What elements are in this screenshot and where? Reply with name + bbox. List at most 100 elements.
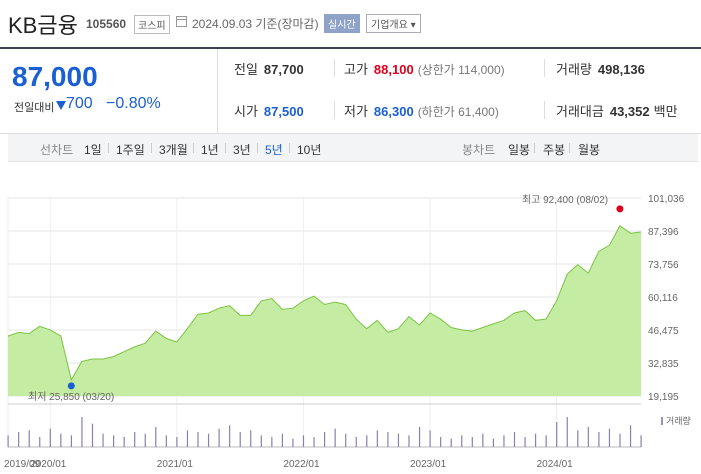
stat-value: 87,700 <box>263 62 304 77</box>
date-text: 2024.09.03 기준(장마감) <box>192 17 319 31</box>
stats-panel: 전일 87,700 고가 88,100 (상한가 114,000) 거래량 498,13… <box>218 49 701 134</box>
period-1w[interactable]: 1주일 <box>116 143 145 157</box>
divider <box>334 59 335 77</box>
volume-bar <box>81 417 83 447</box>
volume-bar <box>165 435 167 447</box>
stock-header: KB금융 105560 코스피 2024.09.03 기준(장마감) 실시간 기… <box>0 0 701 49</box>
volume-legend-icon <box>661 417 663 425</box>
divider <box>544 101 545 119</box>
y-tick-label: 87,396 <box>648 227 679 238</box>
stat-prev-close: 전일 87,700 <box>234 59 304 78</box>
volume-bar <box>113 435 115 447</box>
volume-bar <box>197 432 199 447</box>
y-tick-label: 101,036 <box>648 194 685 205</box>
stat-unit: 백만 <box>653 104 678 119</box>
candle-monthly[interactable]: 월봉 <box>578 143 601 157</box>
volume-bar <box>70 435 72 447</box>
volume-bar <box>535 433 537 447</box>
volume-bar <box>492 438 494 447</box>
x-tick-label: 2020/01 <box>30 459 67 470</box>
divider <box>193 143 194 153</box>
low-marker <box>67 382 75 390</box>
volume-bar <box>186 430 189 447</box>
volume-bar <box>176 437 178 447</box>
low-annotation: 최저 25,850 (03/20) <box>28 391 114 403</box>
volume-bar <box>640 435 642 447</box>
volume-bar <box>39 437 41 447</box>
period-3y[interactable]: 3년 <box>233 143 251 157</box>
period-bar: 선차트 1일 1주일 3개월 1년 3년 5년 10년 봉차트 일봉 주봉 월봉 <box>8 134 698 162</box>
period-10y[interactable]: 10년 <box>297 143 322 157</box>
high-annotation: 최고 92,400 (08/02) <box>522 194 608 206</box>
volume-bar <box>345 433 347 447</box>
stat-sub: (상한가 114,000) <box>417 63 505 77</box>
volume-bar <box>471 437 473 447</box>
period-1d[interactable]: 1일 <box>84 143 102 157</box>
divider <box>334 101 335 119</box>
volume-bar <box>250 430 252 447</box>
price-chart[interactable]: 101,036 87,396 73,756 60,116 46,475 32,835 19,… <box>0 162 701 474</box>
high-marker <box>616 205 624 213</box>
volume-bar <box>545 435 547 447</box>
volume-bar <box>418 427 421 447</box>
period-1y[interactable]: 1년 <box>201 143 219 157</box>
x-tick-label: 2022/01 <box>283 459 320 470</box>
company-overview-button[interactable]: 기업개요 ▾ <box>366 14 421 33</box>
calendar-icon <box>176 16 187 27</box>
volume-bar <box>598 432 600 447</box>
y-tick-label: 46,475 <box>648 326 679 337</box>
stat-label: 저가 <box>344 104 368 119</box>
stat-label: 거래량 <box>556 62 592 77</box>
volume-bar <box>408 435 410 447</box>
divider <box>544 59 545 77</box>
x-tick-label: 2024/01 <box>537 459 574 470</box>
volume-bar <box>429 430 431 447</box>
price-line <box>7 225 642 382</box>
price-panel: 87,000 전일대비 700 −0.80% <box>0 49 218 134</box>
divider <box>151 143 152 153</box>
stat-label: 전일 <box>234 62 258 77</box>
change-label: 전일대비 <box>14 102 55 114</box>
divider <box>257 143 258 153</box>
divider <box>289 143 290 153</box>
candle-daily[interactable]: 일봉 <box>508 143 531 157</box>
down-arrow-icon <box>56 101 66 110</box>
volume-bar <box>629 425 632 447</box>
realtime-button[interactable]: 실시간 <box>324 14 360 33</box>
volume-bar <box>440 437 442 447</box>
period-3m[interactable]: 3개월 <box>159 143 188 157</box>
stat-value: 43,352 <box>609 104 650 119</box>
y-axis-labels: 101,036 87,396 73,756 60,116 46,475 32,835 19,… <box>648 194 685 403</box>
volume-bar <box>155 427 157 447</box>
candle-chart-label: 봉차트 <box>462 143 496 157</box>
volume-bar <box>18 432 20 447</box>
period-5y[interactable]: 5년 <box>265 143 283 157</box>
stat-value: 88,100 <box>373 62 414 77</box>
volume-bar <box>619 433 621 447</box>
volume-bar <box>577 430 579 447</box>
volume-bar <box>123 437 125 447</box>
candle-weekly[interactable]: 주봉 <box>543 143 566 157</box>
volume-bar <box>28 430 30 447</box>
volume-bar <box>260 435 262 447</box>
volume-bar <box>218 428 220 447</box>
stock-code: 105560 <box>86 17 127 31</box>
x-tick-label: 2023/01 <box>410 459 447 470</box>
divider <box>569 143 570 153</box>
volume-bar <box>292 438 294 447</box>
change-value: 700 <box>66 95 93 112</box>
volume-bar <box>366 435 368 447</box>
volume-bar <box>229 425 231 447</box>
volume-bar <box>324 432 326 447</box>
stat-value: 498,136 <box>597 62 645 77</box>
volume-bar <box>503 435 505 447</box>
volume-bar <box>134 432 136 447</box>
stat-value: 86,300 <box>373 104 414 119</box>
volume-bar <box>271 437 273 447</box>
volume-bar <box>239 432 241 447</box>
volume-bar <box>313 437 315 447</box>
divider <box>225 143 226 153</box>
volume-bar <box>376 430 378 447</box>
y-tick-label: 19,195 <box>648 392 679 403</box>
